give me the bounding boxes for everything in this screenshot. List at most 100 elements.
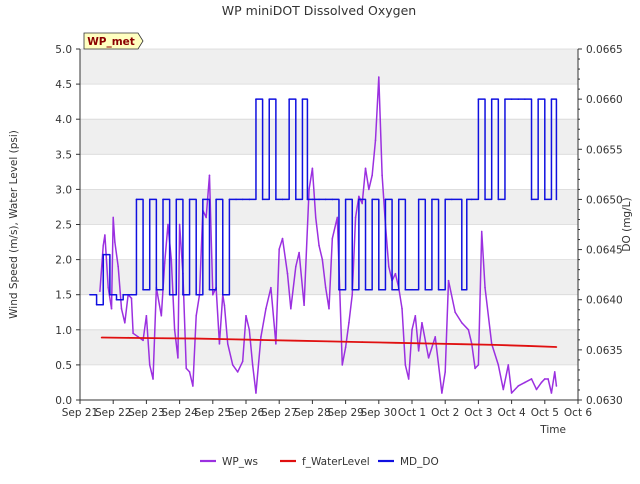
- data-point-md-do: [344, 198, 347, 201]
- data-point-wp-ws: [173, 329, 176, 331]
- y-tick-label-left: 1.0: [55, 325, 72, 337]
- series-wp-ws: [99, 76, 558, 394]
- data-point-wp-ws: [223, 304, 226, 307]
- data-point-wp-ws: [170, 258, 173, 261]
- legend-label-wp-ws: WP_ws: [222, 456, 258, 468]
- data-point-wp-ws: [205, 216, 207, 219]
- data-point-wp-ws: [354, 216, 357, 219]
- data-point-wp-ws: [178, 223, 181, 226]
- data-point-wp-ws: [358, 195, 360, 198]
- data-point-wp-ws: [275, 343, 277, 345]
- data-point-f-waterlevel: [162, 337, 164, 340]
- data-point-wp-ws: [324, 286, 327, 289]
- data-point-wp-ws: [540, 381, 543, 384]
- data-point-wp-ws: [132, 332, 134, 335]
- data-point-f-waterlevel: [129, 337, 131, 339]
- data-point-md-do: [281, 198, 284, 201]
- data-point-md-do: [115, 298, 118, 301]
- data-point-md-do: [268, 98, 271, 100]
- data-point-md-do: [444, 198, 447, 201]
- data-point-md-do: [109, 293, 111, 296]
- data-point-md-do: [417, 198, 420, 201]
- x-tick-label: Oct 2: [431, 407, 459, 419]
- data-point-wp-ws: [110, 307, 113, 310]
- data-point-wp-ws: [177, 357, 179, 359]
- data-point-md-do: [122, 293, 124, 296]
- data-point-wp-ws: [510, 392, 513, 394]
- data-point-md-do: [397, 198, 400, 201]
- x-tick-label: Oct 6: [564, 407, 592, 419]
- data-point-md-do: [465, 198, 468, 201]
- data-point-wp-ws: [374, 139, 377, 142]
- data-point-wp-ws: [212, 293, 214, 296]
- data-point-wp-ws: [417, 350, 420, 352]
- data-point-md-do: [404, 288, 407, 291]
- data-point-wp-ws: [314, 216, 317, 219]
- data-point-wp-ws: [421, 321, 423, 324]
- data-point-wp-ws: [401, 307, 403, 310]
- legend-item-md-do: MD_DO: [378, 456, 439, 468]
- data-point-wp-ws: [544, 378, 546, 380]
- data-point-md-do: [477, 98, 480, 100]
- data-point-md-do: [550, 98, 553, 100]
- data-point-wp-ws: [524, 381, 526, 384]
- data-point-md-do: [221, 293, 224, 296]
- data-point-wp-ws: [467, 329, 470, 331]
- data-point-md-do: [411, 288, 413, 291]
- labels: WP miniDOT Dissolved Oxygen Time Wind Spee…: [8, 3, 633, 436]
- series-f-waterlevel: [100, 336, 558, 348]
- data-point-f-waterlevel: [195, 337, 197, 340]
- data-point-wp-ws: [248, 329, 251, 331]
- data-point-wp-ws: [286, 272, 289, 275]
- data-point-wp-ws: [497, 364, 500, 366]
- legend-item-f-waterlevel: f_WaterLevel: [280, 456, 370, 468]
- x-tick-label: Sep 29: [327, 407, 364, 419]
- data-point-wp-ws: [265, 307, 267, 310]
- x-tick-label: Sep 30: [361, 407, 398, 419]
- data-point-md-do: [248, 198, 251, 201]
- data-point-wp-ws: [160, 314, 163, 317]
- data-point-md-do: [168, 293, 171, 296]
- legend-label-md-do: MD_DO: [400, 456, 439, 468]
- data-point-md-do: [371, 198, 373, 201]
- data-point-wp-ws: [507, 364, 510, 366]
- x-tick-label: Sep 25: [195, 407, 232, 419]
- data-point-md-do: [95, 303, 98, 306]
- x-tick-label: Oct 4: [498, 407, 526, 419]
- station-label: WP_met: [83, 32, 144, 50]
- data-point-md-do: [437, 288, 440, 291]
- data-point-f-waterlevel: [494, 344, 496, 346]
- y-tick-label-left: 5.0: [55, 44, 72, 56]
- plot-band: [80, 259, 578, 295]
- y-tick-label-right: 0.0635: [586, 345, 623, 357]
- data-point-wp-ws: [318, 244, 320, 247]
- data-point-md-do: [324, 198, 327, 201]
- data-point-md-do: [555, 198, 558, 201]
- data-point-wp-ws: [555, 385, 558, 387]
- data-point-md-do: [288, 98, 290, 100]
- data-point-md-do: [358, 198, 360, 201]
- x-tick-label: Oct 3: [464, 407, 492, 419]
- chart-title: WP miniDOT Dissolved Oxygen: [222, 3, 416, 18]
- data-point-wp-ws: [270, 286, 272, 289]
- data-point-md-do: [162, 198, 164, 201]
- series-line-md-do: [89, 98, 558, 306]
- data-point-md-do: [537, 98, 539, 100]
- data-point-wp-ws: [195, 314, 197, 317]
- data-point-f-waterlevel: [427, 342, 430, 345]
- data-point-md-do: [497, 198, 500, 201]
- data-point-md-do: [384, 198, 387, 201]
- y-tick-label-right: 0.0660: [586, 94, 623, 106]
- data-point-md-do: [338, 288, 340, 291]
- data-point-wp-ws: [185, 367, 188, 370]
- data-point-wp-ws: [553, 371, 556, 373]
- x-tick-label: Sep 26: [228, 407, 265, 419]
- data-point-md-do: [510, 98, 513, 100]
- data-point-wp-ws: [371, 174, 373, 177]
- data-point-md-do: [364, 288, 367, 291]
- plot-band: [80, 119, 578, 155]
- data-point-wp-ws: [278, 248, 281, 250]
- data-point-wp-ws: [404, 364, 407, 366]
- data-point-md-do: [461, 288, 463, 291]
- data-point-wp-ws: [454, 311, 456, 314]
